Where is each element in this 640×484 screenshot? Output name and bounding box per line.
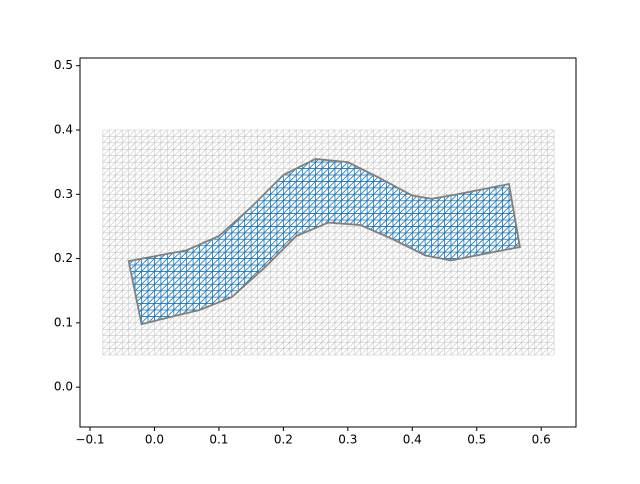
y-tick-label: 0.2 <box>54 251 73 265</box>
mesh-diagonal <box>437 239 555 356</box>
mesh-diagonal <box>431 232 555 356</box>
mesh-diagonal <box>102 129 149 176</box>
mesh-diagonal <box>102 129 265 291</box>
mesh-diagonal <box>521 322 555 356</box>
mesh-diagonal <box>405 206 555 356</box>
mesh-diagonal <box>102 129 245 272</box>
mesh-diagonal <box>102 129 187 214</box>
mesh-diagonal <box>283 129 510 356</box>
mesh-diagonal <box>424 226 555 356</box>
x-tick-label: −0.1 <box>75 433 104 447</box>
mesh-diagonal <box>102 129 136 163</box>
mesh-diagonal <box>373 174 555 356</box>
y-tick-label: 0.4 <box>54 123 73 137</box>
mesh-diagonal <box>366 168 555 356</box>
mesh-diagonal <box>225 129 452 356</box>
mesh-diagonal <box>102 129 162 189</box>
mesh-diagonal <box>102 129 303 330</box>
mesh-diagonal <box>186 129 413 356</box>
mesh-diagonal <box>515 316 555 356</box>
mesh-diagonal <box>128 158 342 325</box>
mesh-diagonal <box>412 213 555 356</box>
mesh-diagonal <box>102 129 194 221</box>
mesh-diagonal <box>128 158 349 325</box>
x-tick-label: 0.2 <box>274 433 293 447</box>
mesh-diagonal <box>180 129 407 356</box>
mesh-diagonal <box>495 296 555 356</box>
mesh-diagonal <box>534 335 555 356</box>
x-tick-label: 0.6 <box>532 433 551 447</box>
mesh-diagonal <box>238 129 465 356</box>
mesh-diagonal <box>386 187 555 356</box>
mesh-diagonal <box>102 129 226 253</box>
mesh-diagonal <box>444 245 555 356</box>
y-tick-label: 0.5 <box>54 58 73 72</box>
mesh-diagonal <box>102 129 123 150</box>
x-tick-label: 0.0 <box>145 433 164 447</box>
mesh-diagonal <box>102 129 233 259</box>
mesh-diagonal <box>192 129 419 356</box>
mesh-diagonal <box>276 129 503 356</box>
mesh-diagonal <box>199 129 426 356</box>
mesh-diagonal <box>257 129 484 356</box>
x-tick-label: 0.1 <box>209 433 228 447</box>
x-tick-label: 0.4 <box>403 433 422 447</box>
mesh-diagonal <box>270 129 497 356</box>
x-tick-label: 0.3 <box>338 433 357 447</box>
mesh-diagonal <box>205 129 432 356</box>
mesh-diagonal <box>450 251 555 356</box>
mesh-diagonal <box>102 129 129 156</box>
y-tick-label: 0.0 <box>54 380 73 394</box>
x-tick-label: 0.5 <box>467 433 486 447</box>
mesh-diagonal <box>482 284 555 356</box>
mesh-diagonal <box>102 129 116 144</box>
mesh-diagonal <box>540 341 555 356</box>
mesh-diagonal <box>463 264 555 356</box>
mesh-diagonal <box>231 129 458 356</box>
mesh-diagonal <box>218 129 445 356</box>
plot-frame <box>79 57 577 428</box>
mesh-diagonal <box>102 129 200 227</box>
mesh-diagonal <box>457 258 555 356</box>
mesh-diagonal <box>263 129 490 356</box>
mesh-diagonal <box>102 129 213 240</box>
y-tick-label: 0.3 <box>54 187 73 201</box>
band-outline <box>127 158 521 326</box>
mesh-diagonal <box>528 329 555 356</box>
mesh-diagonal <box>476 277 555 356</box>
mesh-diagonal <box>392 194 555 356</box>
mesh-diagonal <box>102 129 207 234</box>
mesh-diagonal <box>102 129 252 279</box>
mesh-diagonal <box>102 129 220 246</box>
mesh-diagonal <box>102 129 155 182</box>
mesh-diagonal <box>102 129 291 317</box>
mesh-diagonal <box>102 129 174 201</box>
mesh-diagonal <box>102 129 110 137</box>
mesh-diagonal <box>102 129 239 266</box>
mesh-diagonal <box>502 303 555 356</box>
mesh-diagonal <box>418 219 555 356</box>
mesh-diagonal <box>102 129 258 285</box>
mesh-diagonal <box>244 129 471 356</box>
mesh-diagonal <box>102 129 142 169</box>
y-tick-label: 0.1 <box>54 315 73 329</box>
mesh-diagonal <box>102 129 168 195</box>
mesh-diagonal <box>399 200 555 356</box>
mesh-diagonal <box>379 181 555 356</box>
mesh-diagonal <box>102 129 181 208</box>
mesh-diagonal <box>250 129 477 356</box>
mesh-diagonal <box>489 290 555 356</box>
mesh-diagonal <box>212 129 439 356</box>
mesh-diagonal <box>508 309 555 356</box>
mesh-diagonal <box>470 271 555 356</box>
mesh-diagonal <box>547 348 555 356</box>
